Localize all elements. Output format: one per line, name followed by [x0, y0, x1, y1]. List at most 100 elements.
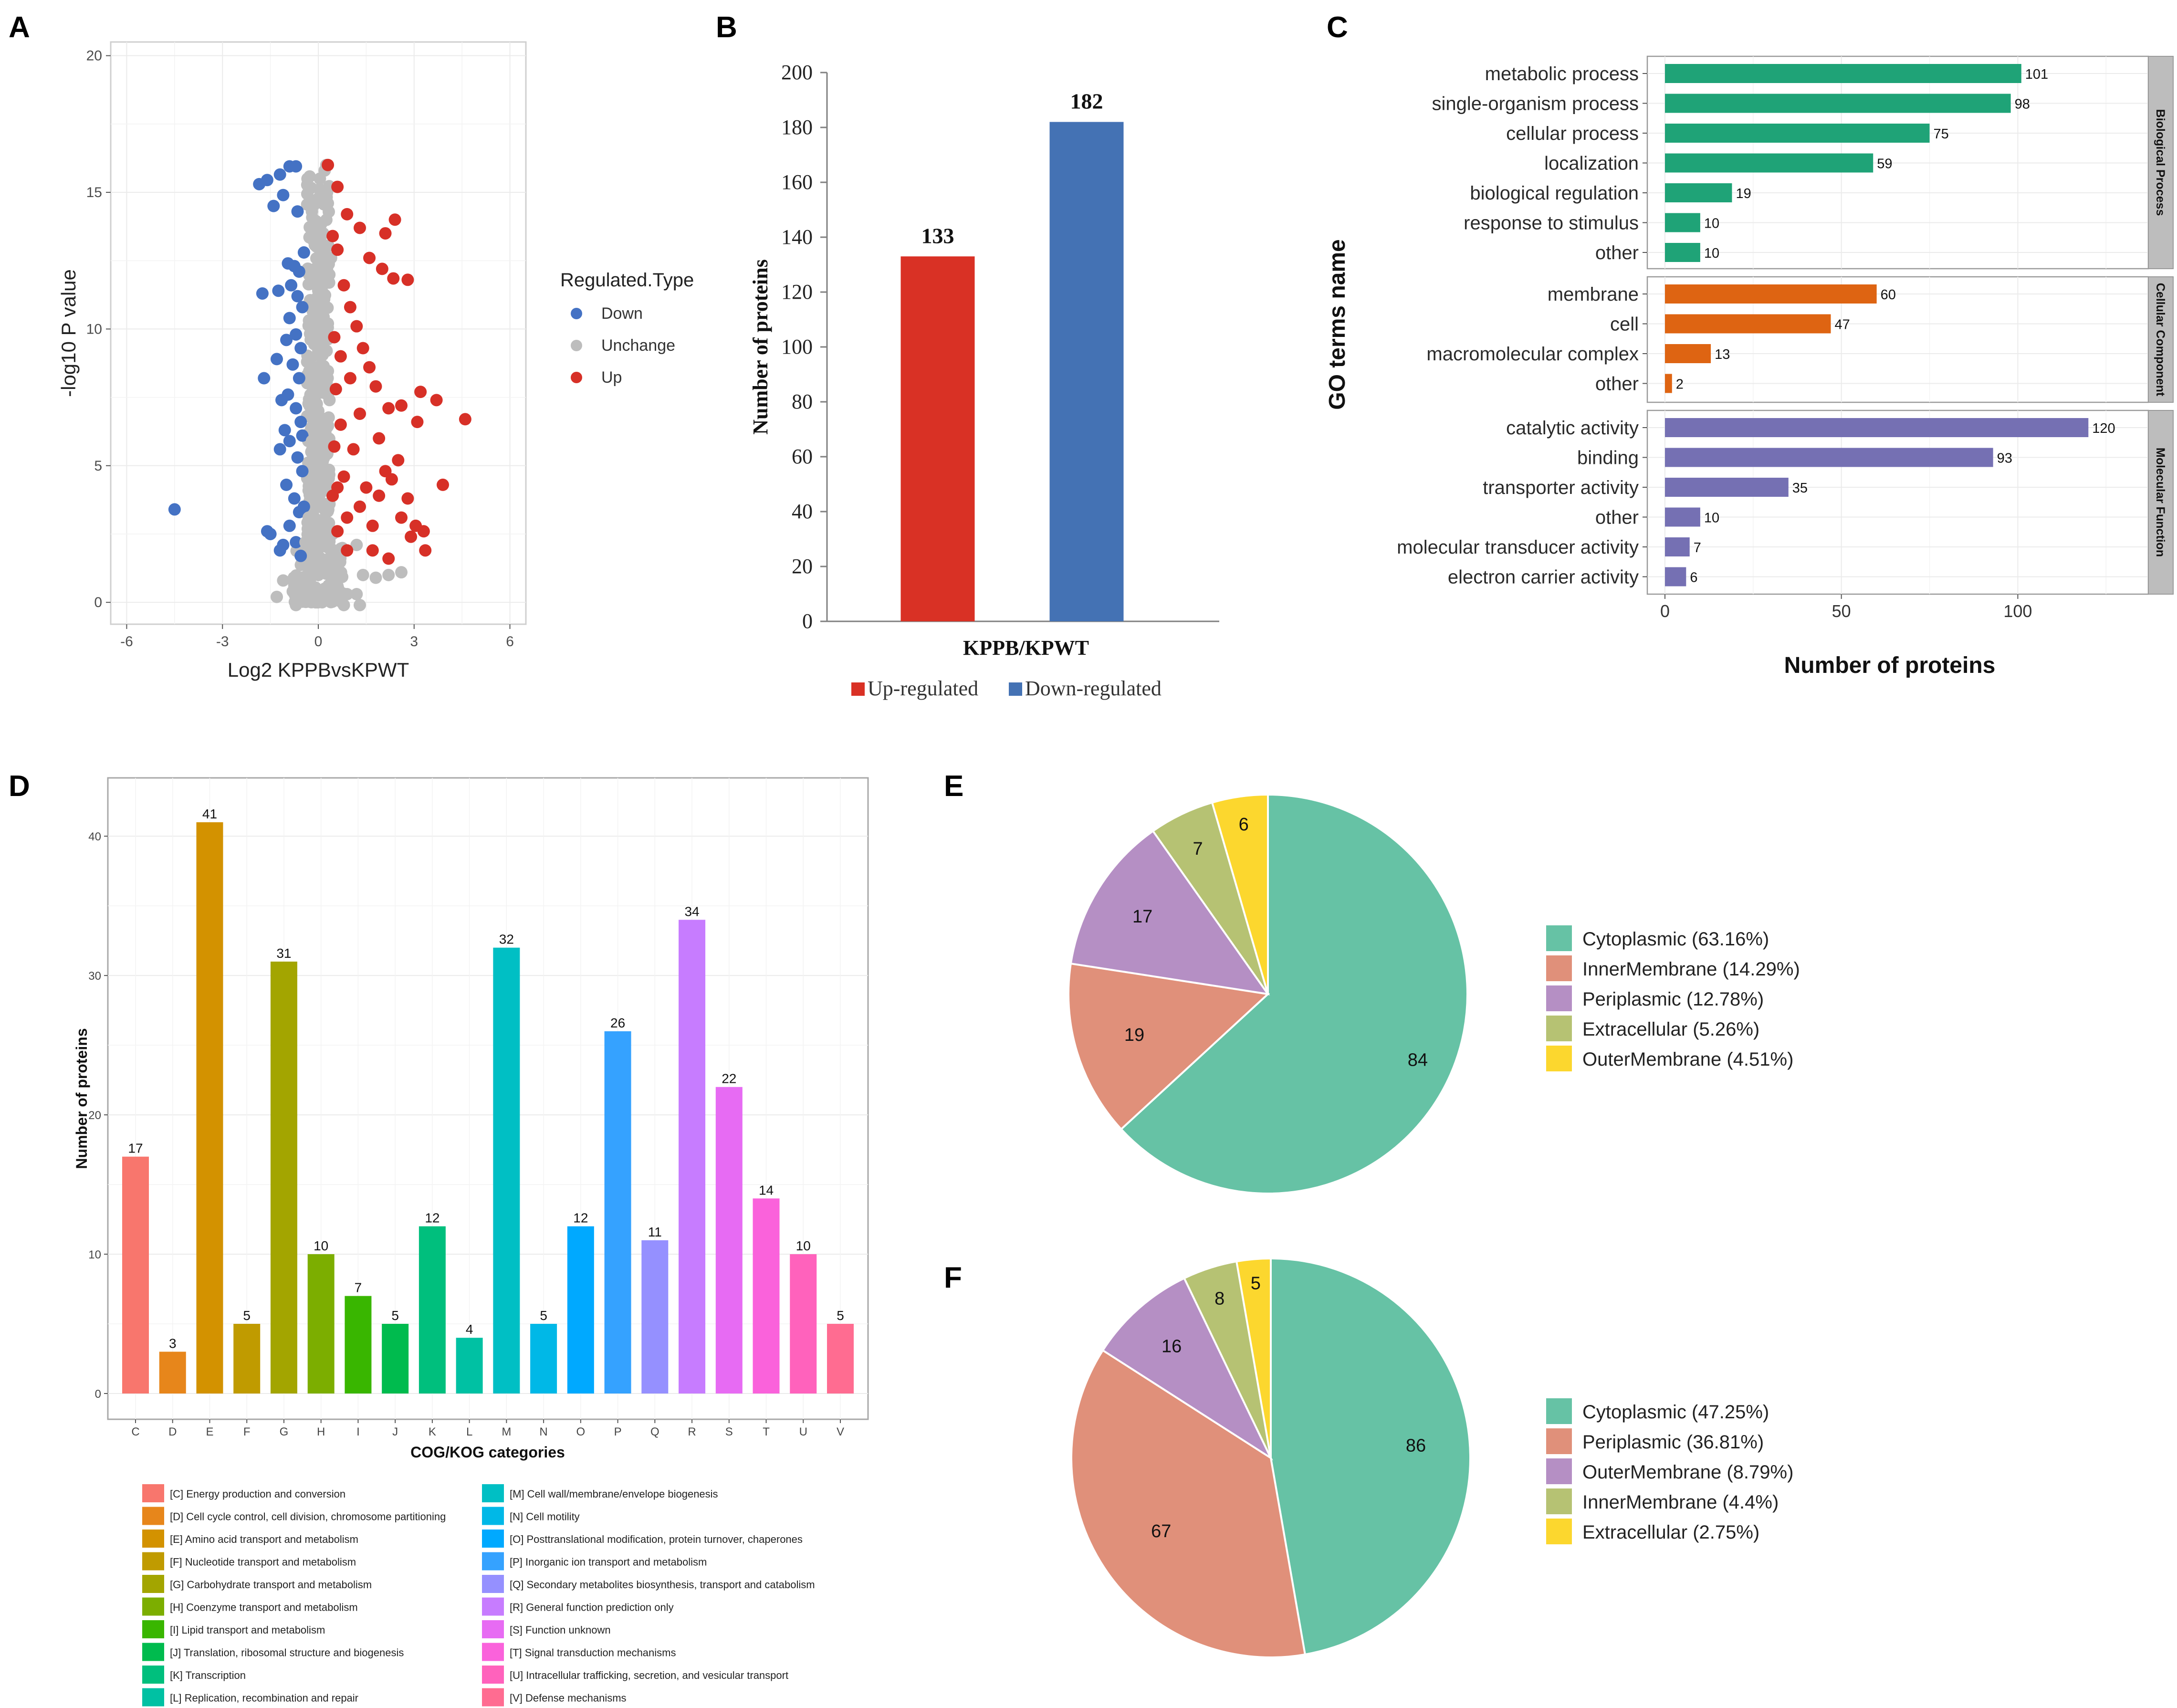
volcano-point-down — [272, 284, 285, 297]
pie-slice-label: 8 — [1214, 1289, 1225, 1309]
barb-y-tick: 180 — [781, 115, 813, 139]
pie-legend-label: InnerMembrane (14.29%) — [1582, 959, 1800, 980]
volcano-point-unchange — [312, 331, 324, 344]
volcano-point-unchange — [312, 454, 324, 467]
cog-legend-swatch — [482, 1507, 504, 1525]
go-facet-label: Biological Process — [2154, 109, 2167, 216]
cog-legend-swatch — [482, 1597, 504, 1616]
volcano-point-up — [341, 511, 354, 524]
go-bar — [1664, 213, 1700, 232]
volcano-x-tick: 6 — [506, 634, 514, 650]
volcano-point-unchange — [317, 470, 330, 483]
volcano-point-up — [395, 511, 408, 524]
cog-y-tick: 40 — [88, 830, 101, 843]
go-bar-label: 98 — [2015, 97, 2030, 112]
cog-x-tick: D — [168, 1425, 177, 1438]
pie-slice — [1270, 1257, 1471, 1656]
cog-bar-label: 5 — [391, 1308, 399, 1323]
volcano-legend-title: Regulated.Type — [560, 270, 694, 291]
regulation-bar-chart: 0 20 40 60 80 100 120 140 160 180 200 133 182 Numbe… — [749, 61, 1219, 700]
cog-legend-label: [L] Replication, recombination and repai… — [170, 1692, 358, 1704]
cog-bar-label: 12 — [425, 1211, 440, 1226]
pie-slice-label: 17 — [1132, 907, 1152, 927]
volcano-point-down — [290, 402, 303, 415]
go-bar-label: 59 — [1877, 157, 1892, 172]
pie-legend-label: Periplasmic (36.81%) — [1582, 1432, 1764, 1453]
pie-legend-swatch — [1546, 1458, 1572, 1484]
volcano-x-tick: -6 — [120, 634, 133, 650]
go-term-label: biological regulation — [1470, 183, 1639, 204]
volcano-point-down — [273, 168, 286, 181]
cog-bar-label: 26 — [610, 1016, 625, 1030]
volcano-point-up — [354, 500, 366, 513]
cog-y-tick: 30 — [88, 970, 101, 983]
pie-legend-swatch — [1546, 985, 1572, 1011]
volcano-point-up — [328, 331, 341, 344]
cog-bar — [196, 822, 223, 1394]
cog-legend-label: [J] Translation, ribosomal structure and… — [170, 1647, 404, 1659]
pie-legend-swatch — [1546, 955, 1572, 981]
volcano-x-tick: 0 — [314, 634, 323, 650]
volcano-point-unchange — [305, 435, 318, 448]
pie-slice-label: 19 — [1124, 1025, 1144, 1045]
cog-bar — [753, 1198, 780, 1394]
pie-slice — [1101, 1277, 1273, 1461]
cog-bar-label: 7 — [355, 1280, 362, 1295]
volcano-point-up — [341, 544, 354, 557]
cog-x-tick: S — [725, 1425, 733, 1438]
volcano-point-up — [341, 208, 354, 220]
barb-y-tick: 100 — [781, 335, 813, 358]
panel-label-a: A — [9, 11, 30, 44]
barb-y-tick: 20 — [792, 555, 813, 578]
cog-bar-label: 32 — [499, 932, 514, 947]
pie-legend-label: Extracellular (2.75%) — [1582, 1522, 1759, 1543]
volcano-point-unchange — [302, 511, 315, 524]
volcano-point-unchange — [305, 579, 318, 592]
volcano-point-up — [354, 221, 366, 234]
go-bar — [1664, 448, 1993, 467]
cog-legend-label: [G] Carbohydrate transport and metabolis… — [170, 1579, 372, 1591]
volcano-point-unchange — [322, 317, 335, 330]
cog-bar-label: 5 — [837, 1308, 844, 1323]
legend-down-label: Down — [601, 304, 643, 323]
go-bar-label: 47 — [1835, 317, 1850, 333]
go-facet-panel — [1646, 409, 2149, 595]
panel-label-c: C — [1327, 11, 1348, 44]
cog-bar-label: 12 — [573, 1211, 588, 1226]
cog-bar-label: 17 — [128, 1141, 143, 1156]
volcano-point-up — [331, 243, 344, 256]
barb-y-tick: 60 — [792, 445, 813, 468]
volcano-point-unchange — [350, 538, 363, 551]
barb-y-tick: 120 — [781, 280, 813, 304]
cog-x-tick: T — [763, 1425, 770, 1438]
go-facet-label: Cellular Component — [2154, 283, 2167, 397]
volcano-point-unchange — [317, 243, 330, 256]
go-bar-label: 10 — [1704, 246, 1719, 261]
volcano-point-down — [264, 527, 277, 540]
go-bar-label: 101 — [2025, 67, 2048, 82]
go-term-label: transporter activity — [1483, 477, 1639, 498]
cog-legend-label: [I] Lipid transport and metabolism — [170, 1624, 325, 1636]
volcano-point-down — [278, 424, 291, 437]
cog-x-tick: G — [280, 1425, 289, 1438]
volcano-point-unchange — [395, 566, 408, 579]
pie-chart-f: 86 67 16 8 5 Cytoplasmic (47.25%) Periplasmic… — [1070, 1257, 1793, 1658]
go-bar — [1664, 314, 1831, 334]
volcano-point-up — [322, 158, 335, 171]
barb-y-axis-title: Number of proteins — [749, 259, 772, 435]
cog-legend-swatch — [142, 1666, 164, 1684]
volcano-point-up — [363, 361, 376, 374]
pie-legend-label: Cytoplasmic (47.25%) — [1582, 1402, 1769, 1423]
cog-legend-swatch — [482, 1688, 504, 1707]
volcano-point-unchange — [286, 585, 299, 598]
volcano-point-up — [354, 407, 366, 420]
volcano-point-unchange — [301, 172, 314, 185]
volcano-point-up — [350, 320, 363, 333]
pie-slice-label: 67 — [1151, 1521, 1171, 1541]
pie-legend-swatch — [1546, 925, 1572, 951]
cog-bar — [493, 947, 520, 1394]
cog-bar — [382, 1324, 409, 1394]
volcano-point-unchange — [312, 500, 324, 513]
volcano-point-up — [437, 478, 449, 491]
cog-x-tick: N — [539, 1425, 547, 1438]
